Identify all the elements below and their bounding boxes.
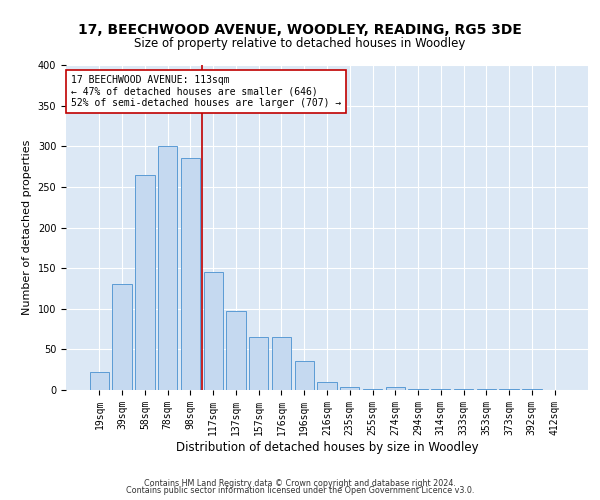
- Bar: [226, 311, 245, 390]
- Bar: [431, 389, 451, 390]
- Bar: [272, 337, 291, 390]
- X-axis label: Distribution of detached houses by size in Woodley: Distribution of detached houses by size …: [176, 440, 478, 454]
- Y-axis label: Number of detached properties: Number of detached properties: [22, 140, 32, 315]
- Bar: [499, 389, 519, 390]
- Bar: [317, 382, 337, 390]
- Bar: [112, 284, 132, 390]
- Bar: [203, 272, 223, 390]
- Text: 17 BEECHWOOD AVENUE: 113sqm
← 47% of detached houses are smaller (646)
52% of se: 17 BEECHWOOD AVENUE: 113sqm ← 47% of det…: [71, 74, 341, 108]
- Bar: [181, 158, 200, 390]
- Bar: [90, 372, 109, 390]
- Bar: [295, 361, 314, 390]
- Bar: [386, 387, 405, 390]
- Bar: [454, 389, 473, 390]
- Text: Size of property relative to detached houses in Woodley: Size of property relative to detached ho…: [134, 38, 466, 51]
- Bar: [522, 389, 542, 390]
- Text: Contains public sector information licensed under the Open Government Licence v3: Contains public sector information licen…: [126, 486, 474, 495]
- Bar: [340, 387, 359, 390]
- Bar: [476, 389, 496, 390]
- Text: Contains HM Land Registry data © Crown copyright and database right 2024.: Contains HM Land Registry data © Crown c…: [144, 478, 456, 488]
- Bar: [409, 389, 428, 390]
- Bar: [158, 146, 178, 390]
- Bar: [135, 174, 155, 390]
- Text: 17, BEECHWOOD AVENUE, WOODLEY, READING, RG5 3DE: 17, BEECHWOOD AVENUE, WOODLEY, READING, …: [78, 22, 522, 36]
- Bar: [249, 337, 268, 390]
- Bar: [363, 389, 382, 390]
